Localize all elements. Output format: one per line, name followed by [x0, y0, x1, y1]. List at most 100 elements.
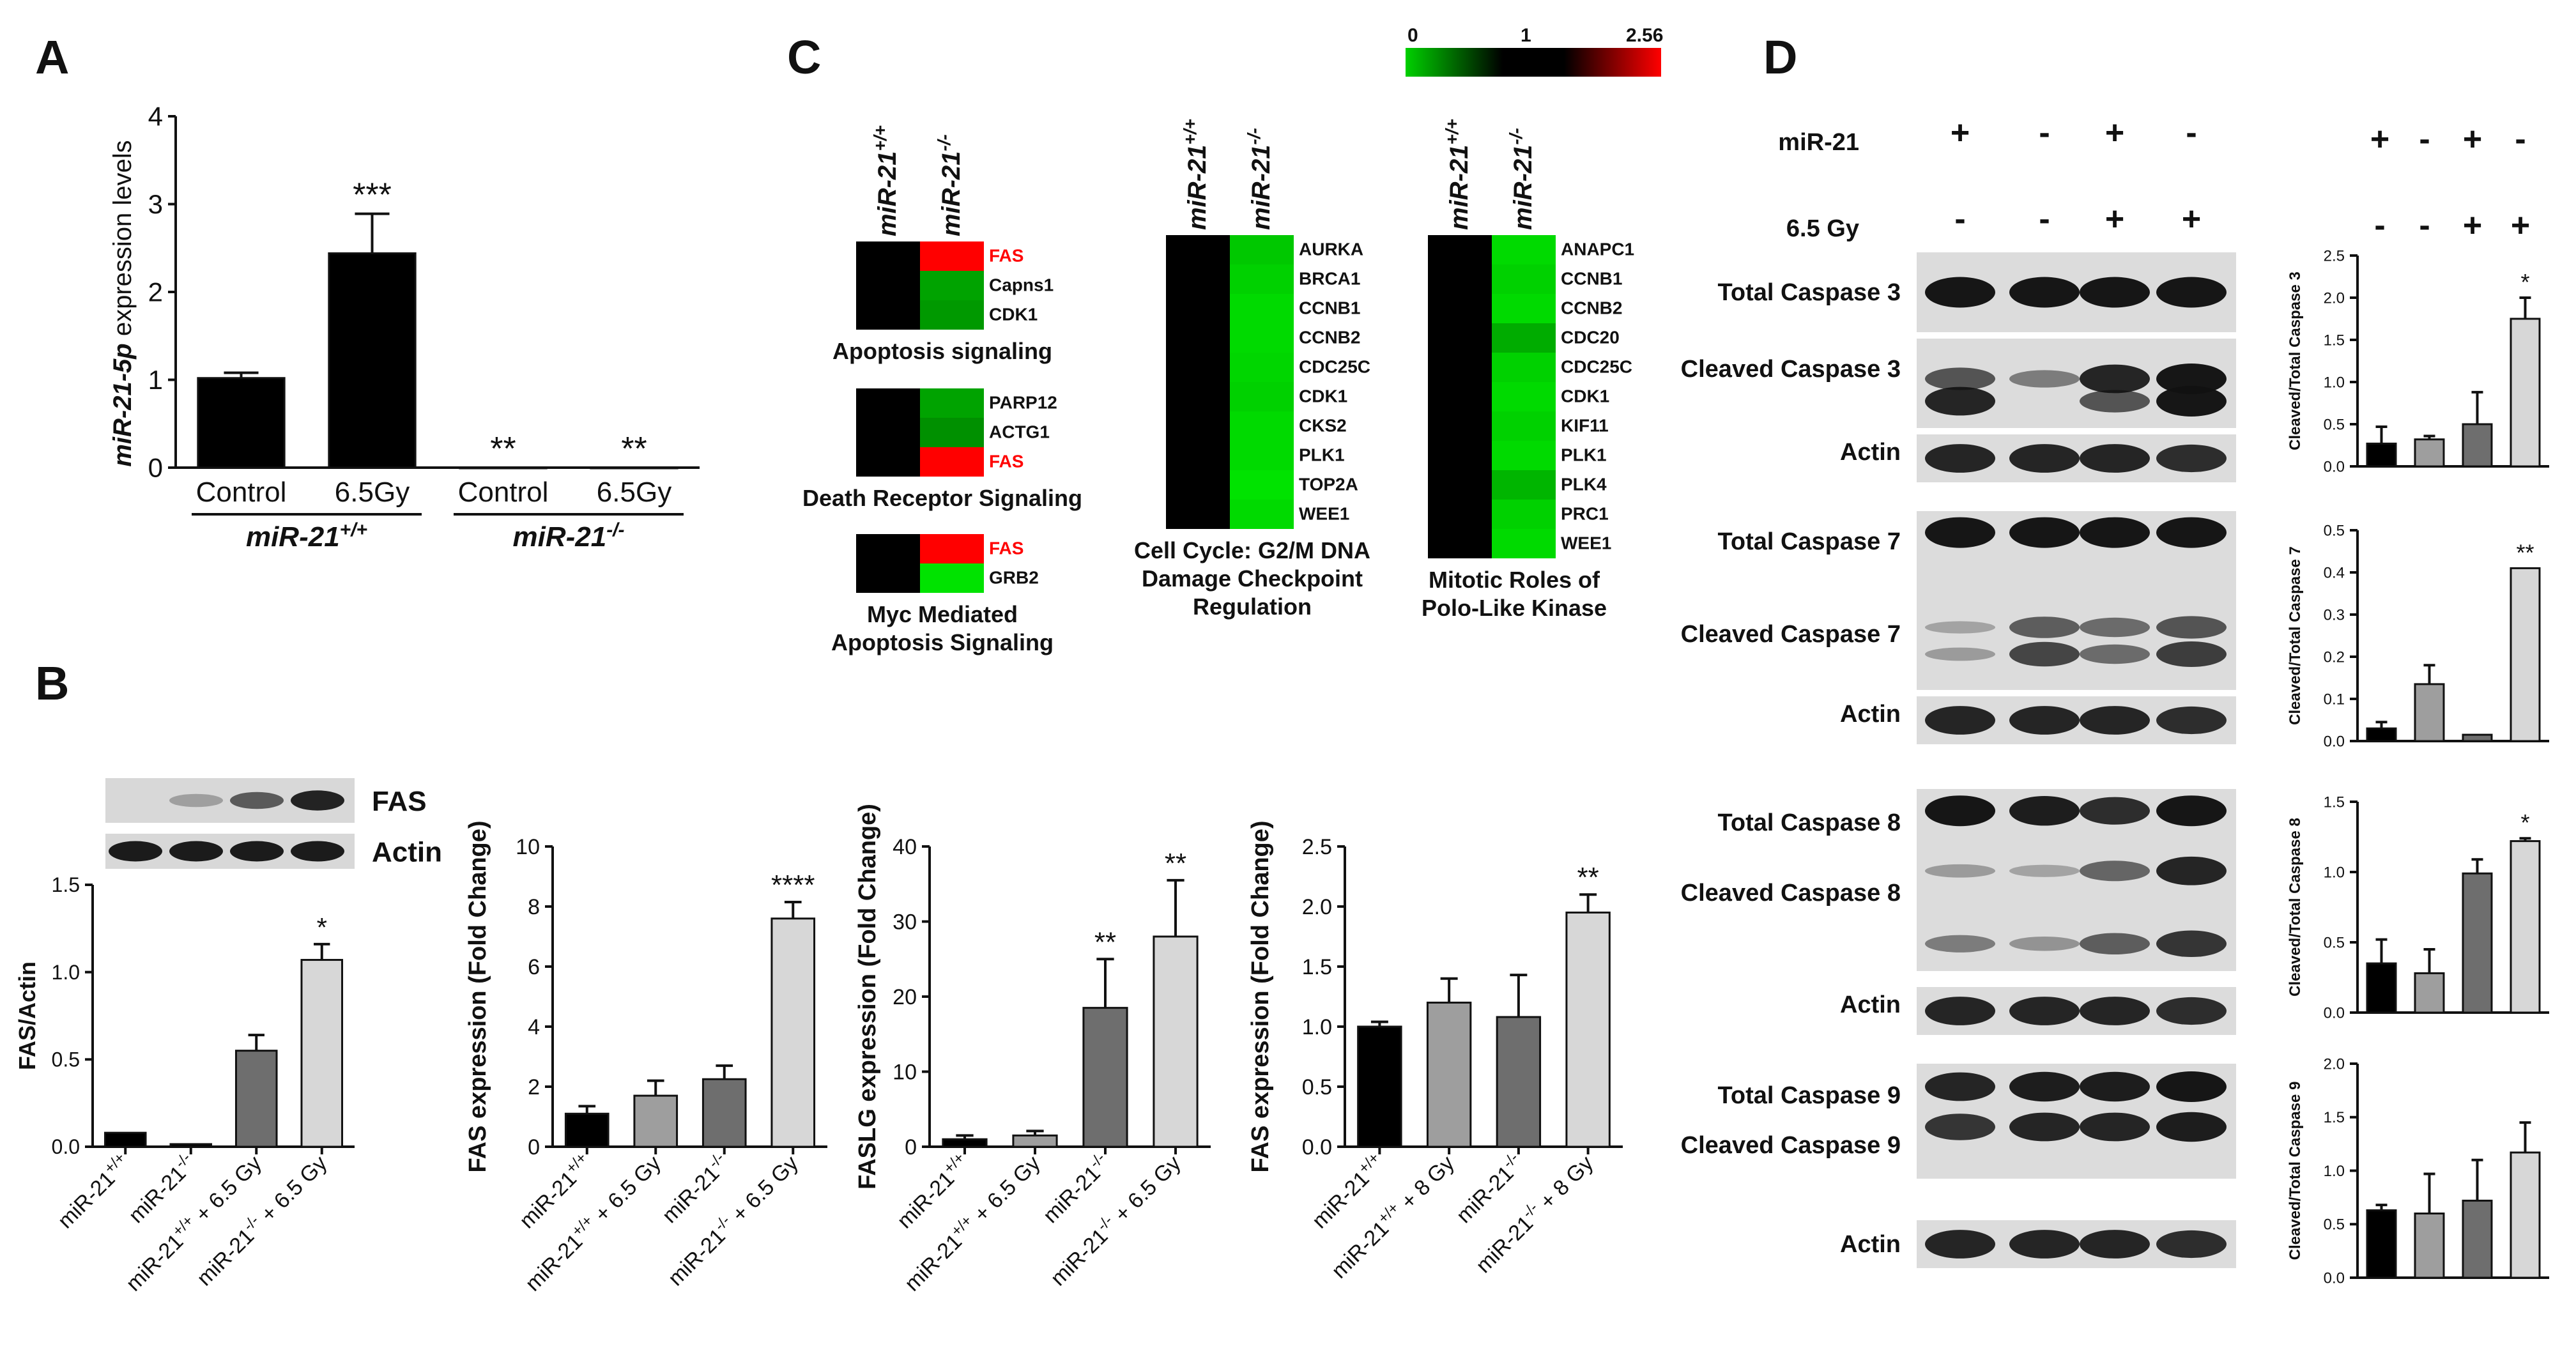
significance-label: *	[2520, 269, 2529, 295]
y-tick-label: 0.5	[2324, 1216, 2345, 1234]
heat-cell	[920, 300, 984, 330]
heat-cell	[1230, 264, 1294, 294]
y-axis-label: FAS expression (Fold Change)	[1247, 820, 1274, 1172]
mir21-sign: -	[2039, 114, 2050, 151]
panel-label-c: C	[787, 31, 821, 84]
heat-cell-control	[1166, 411, 1230, 441]
panel-a-ylabel: miR-21-5p expression levels	[109, 140, 137, 466]
y-tick-label: 40	[893, 835, 917, 859]
heat-cell	[920, 388, 984, 418]
bar	[1565, 911, 1611, 1148]
gene-label: CDK1	[1299, 386, 1347, 406]
y-tick-label: 0.5	[2324, 416, 2345, 433]
y-axis-label: Cleaved/Total Caspase 3	[2287, 272, 2304, 450]
gene-label: PLK1	[1299, 445, 1345, 464]
panel-d-chart-2: 0.0 0.1 0.2 0.3 0.4 0.5 ** Cleaved/Total Caspas…	[2287, 522, 2549, 750]
blot-band	[2080, 617, 2150, 638]
y-tick-label: 2.5	[2324, 247, 2345, 264]
panel-d-chart-3: 0.0 0.5 1.0 1.5 * Cleaved/Total Caspase 8	[2287, 793, 2549, 1022]
gene-label: ANAPC1	[1561, 239, 1634, 259]
heat-cell	[1230, 323, 1294, 353]
y-tick-label: 0	[905, 1135, 917, 1160]
blot-band	[2080, 1071, 2150, 1102]
blot-band	[2080, 861, 2150, 882]
y-tick-label: 1.0	[2324, 864, 2345, 881]
heat-cell	[1230, 441, 1294, 470]
blot-band	[291, 841, 344, 862]
blot-band	[1925, 367, 1995, 390]
heat-cell	[1230, 353, 1294, 382]
colorbar-mid: 1	[1521, 25, 1531, 46]
gy-sign: +	[2182, 201, 2201, 238]
gene-label: CCNB1	[1561, 268, 1622, 288]
y-tick-label: 2.5	[1302, 835, 1332, 859]
gene-label: KIF11	[1561, 415, 1609, 435]
pathway-title: Apoptosis signaling	[832, 338, 1052, 364]
bar	[770, 917, 816, 1148]
y-tick-label: 0.2	[2324, 648, 2345, 666]
y-tick-label: 4	[148, 102, 163, 132]
y-tick-label: 1	[148, 365, 163, 395]
blot-label: Total Caspase 7	[1717, 528, 1901, 555]
blot-band	[2156, 1230, 2227, 1259]
mir21-sign: -	[2186, 114, 2196, 151]
category-label: 6.5Gy	[335, 477, 410, 508]
blot-band	[1925, 277, 1995, 308]
y-axis-label: Cleaved/Total Caspase 8	[2287, 818, 2304, 997]
y-tick-label: 0.5	[2324, 934, 2345, 951]
blot-band	[2080, 390, 2150, 413]
gene-label: Capns1	[989, 275, 1054, 295]
chart-mir21-sign: -	[2515, 121, 2526, 158]
heat-cell-control	[1428, 264, 1492, 294]
bar	[2366, 1209, 2397, 1279]
chart-mir21-sign: +	[2463, 121, 2482, 158]
blot-band	[2080, 706, 2150, 735]
blot-band	[2009, 616, 2080, 638]
gy-sign: -	[2039, 201, 2050, 238]
bar	[2414, 1213, 2445, 1279]
y-tick-label: 0.3	[2324, 606, 2345, 624]
blot-band	[2009, 796, 2080, 826]
group-label: miR-21+/+	[246, 519, 367, 553]
y-tick-label: 4	[528, 1015, 540, 1039]
heat-cell-control	[1428, 235, 1492, 264]
bar	[2462, 1199, 2493, 1279]
bar	[300, 959, 344, 1148]
blot-band	[2009, 997, 2080, 1025]
blot-band	[109, 841, 162, 862]
bar	[942, 1138, 988, 1148]
y-tick-label: 0.5	[52, 1048, 80, 1071]
gene-label: PLK1	[1561, 445, 1607, 464]
heat-cell	[920, 271, 984, 300]
blot-band	[2080, 797, 2150, 825]
y-tick-label: 8	[528, 895, 540, 919]
y-tick-label: 1.5	[2324, 793, 2345, 811]
pathway-title: Death Receptor Signaling	[802, 485, 1082, 511]
blot-label: Actin	[1840, 701, 1901, 728]
heat-cell-control	[856, 418, 920, 447]
column-label: miR-21-/-	[1244, 128, 1276, 230]
y-axis-label: FASLG expression (Fold Change)	[854, 804, 881, 1190]
gy-header-label: 6.5 Gy	[1786, 215, 1859, 242]
bar	[2366, 962, 2397, 1014]
y-tick-label: 0.0	[2324, 733, 2345, 750]
significance-label: *	[2520, 809, 2529, 836]
blot-band	[2080, 1112, 2150, 1142]
heat-cell-control	[1428, 294, 1492, 323]
chart-gy-sign: -	[2419, 207, 2430, 244]
blot-band	[2080, 364, 2150, 394]
y-axis-label: FAS expression (Fold Change)	[464, 820, 491, 1172]
heat-cell-control	[1428, 382, 1492, 411]
gene-label: AURKA	[1299, 239, 1363, 259]
y-tick-label: 0	[528, 1135, 540, 1160]
blot-label: Total Caspase 9	[1717, 1082, 1901, 1109]
category-label: Control	[458, 477, 549, 508]
y-tick-label: 30	[893, 910, 917, 934]
bar	[1082, 1007, 1128, 1148]
bar	[1357, 1025, 1402, 1148]
blot-band	[2156, 930, 2227, 958]
blot-label: Total Caspase 8	[1717, 809, 1901, 836]
heat-cell-control	[1166, 382, 1230, 411]
panel-c-heatmaps: 0 1 2.56 FAS Capns1 CDK1 Apoptosis signalin…	[802, 25, 1663, 655]
